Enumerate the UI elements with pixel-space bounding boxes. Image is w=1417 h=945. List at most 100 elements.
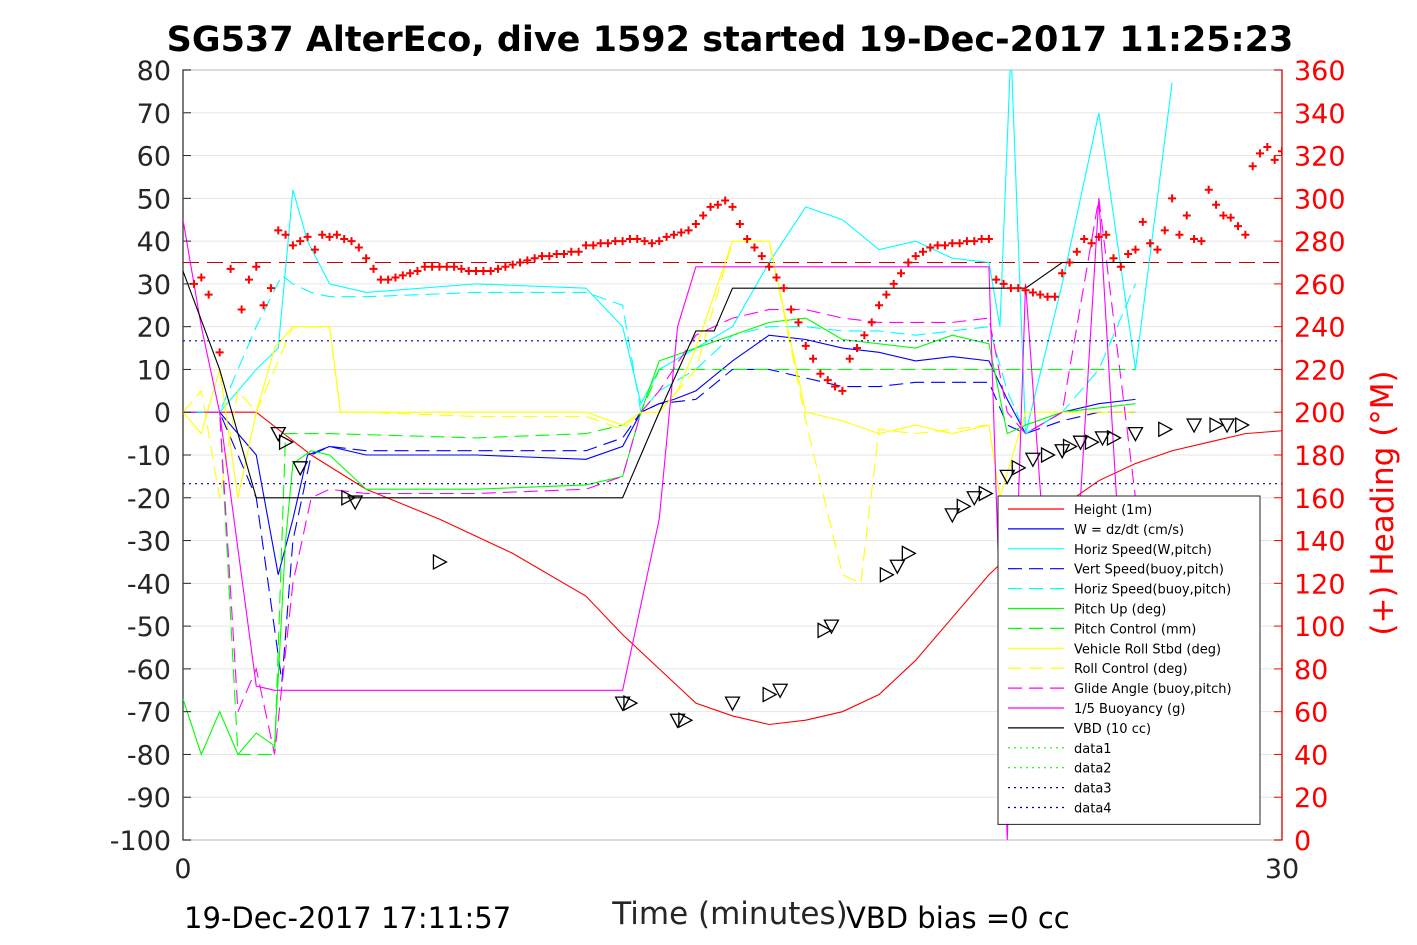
heading-point [296,237,305,246]
right-tick-label: 60 [1294,698,1328,729]
heading-point [889,279,898,288]
heading-point [479,267,488,276]
left-tick-label: 10 [137,355,171,386]
marker-triangle [1127,426,1144,442]
timestamp-footer: 19-Dec-2017 17:11:57 [184,901,511,935]
heading-point [398,271,407,280]
heading-point [1006,284,1015,293]
marker-triangle [999,469,1016,485]
heading-point [735,220,744,228]
heading-point [494,264,503,273]
heading-point [1124,249,1133,258]
heading-point [1248,162,1257,171]
right-tick-label: 320 [1294,142,1346,173]
heading-point [340,234,349,243]
marker-triangle [432,553,448,571]
left-tick-label: 80 [137,56,171,87]
marker-triangle [1024,452,1041,468]
left-axis: 80 70 60 50 40 30 20 10 0 -10 -20 -30 -40 -50 -60 -70 -8… [110,56,191,857]
heading-point [1197,237,1206,246]
heading-point [472,267,481,276]
heading-point [809,354,818,363]
legend-entry: data2 [1074,762,1112,777]
heading-point [940,241,949,250]
marker-triangle [978,485,994,502]
x-tick-label: 30 [1265,854,1299,885]
heading-point [1021,286,1030,295]
right-tick-label: 200 [1294,398,1346,429]
legend-box [997,495,1261,825]
heading-point [486,267,495,276]
heading-point [538,252,547,261]
heading-point [310,245,319,254]
right-axis-label: (+) Heading (°M) [1365,370,1401,635]
left-tick-label: 20 [137,313,171,344]
legend-entry: Vert Speed(buoy,pitch) [1074,563,1224,578]
legend-entry: Horiz Speed(buoy,pitch) [1074,583,1231,598]
marker-triangle [1072,435,1089,451]
left-tick-label: -90 [127,783,171,814]
right-tick-label: 80 [1294,655,1328,686]
heading-point [457,264,466,273]
heading-point [318,230,327,239]
heading-point [1234,222,1243,231]
heading-point [442,262,451,271]
heading-point [1190,234,1199,243]
heading-point [765,262,774,271]
heading-point [266,284,275,293]
left-tick-label: -70 [127,698,171,729]
marker-triangle [292,461,309,477]
heading-point [1138,217,1147,226]
right-tick-label: 160 [1294,484,1346,515]
heading-point [226,264,235,273]
heading-point [197,273,206,282]
legend-entry: 1/5 Buoyancy (g) [1074,702,1185,717]
heading-point [1050,292,1059,301]
right-tick-label: 260 [1294,270,1346,301]
vbd-bias-footer: VBD bias =0 cc [846,901,1070,935]
x-axis-label: Time (minutes) [611,896,847,932]
heading-point [897,269,906,278]
marker-triangle [1218,418,1236,434]
right-tick-label: 220 [1294,355,1346,386]
heading-point [625,234,634,243]
heading-point [589,241,598,250]
heading-point [1043,292,1052,301]
left-tick-label: 70 [137,99,171,130]
heading-point [1116,262,1125,271]
left-tick-label: 60 [137,142,171,173]
heading-point [1204,185,1213,194]
marker-triangle [762,686,778,703]
heading-point [552,249,561,258]
heading-point [713,200,722,209]
marker-triangle [1235,416,1251,434]
legend-entry: W = dz/dt (cm/s) [1074,523,1184,538]
heading-point [1014,284,1023,293]
marker-triangle [614,696,631,712]
series-line [183,240,989,585]
legend: Height (1m) W = dz/dt (cm/s) Horiz Speed(W… [997,495,1261,825]
marker-triangle [1011,459,1027,476]
heading-point [303,232,312,241]
heading-point [640,237,649,246]
heading-point [977,234,986,243]
heading-point [244,275,253,284]
marker-triangle [347,495,364,511]
heading-point [926,243,935,252]
right-tick-label: 360 [1294,56,1346,87]
heading-point [669,230,678,239]
heading-point [721,196,730,205]
heading-point [772,273,781,282]
heading-point [281,230,290,239]
series-line [183,368,1136,755]
heading-point [464,267,473,276]
heading-point [647,239,656,248]
right-tick-label: 40 [1294,740,1328,771]
heading-point [1087,239,1096,248]
heading-point [1270,155,1279,164]
heading-point [325,232,334,241]
heading-point [567,247,576,256]
heading-point [882,290,891,299]
right-tick-label: 140 [1294,527,1346,558]
